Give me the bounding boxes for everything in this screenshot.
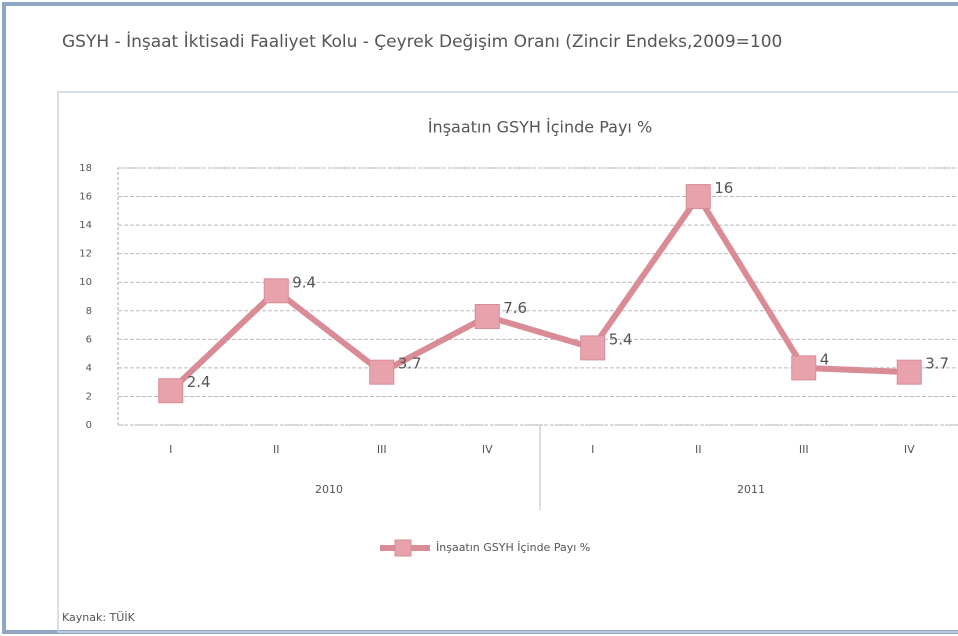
x-tick-label: III: [377, 443, 387, 456]
chart-title: İnşaatın GSYH İçinde Payı %: [428, 118, 652, 137]
point-marker: [896, 359, 922, 385]
legend-marker: [394, 539, 412, 557]
data-label: 2.4: [187, 373, 211, 391]
point-marker: [474, 303, 500, 329]
x-tick-label: I: [169, 443, 172, 456]
y-tick-label: 6: [86, 334, 92, 345]
x-tick-label: III: [799, 443, 809, 456]
x-group-label: 2010: [315, 483, 343, 496]
point-marker: [369, 359, 395, 385]
source: Kaynak: TÜİK: [62, 611, 136, 624]
series-line: [168, 191, 910, 393]
y-tick-label: 2: [86, 391, 92, 402]
data-label: 9.4: [292, 273, 316, 291]
y-tick-label: 8: [86, 306, 92, 317]
point-marker: [580, 335, 606, 361]
data-label: 16: [714, 179, 733, 197]
y-tick-label: 16: [79, 192, 92, 203]
legend-label: İnşaatın GSYH İçinde Payı %: [436, 541, 590, 554]
x-tick-label: I: [591, 443, 594, 456]
x-tick-label: II: [695, 443, 702, 456]
data-label: 3.7: [925, 355, 949, 373]
x-tick-label: IV: [904, 443, 915, 456]
point-marker: [263, 278, 289, 304]
chart-frame: [57, 91, 958, 633]
page-title: GSYH - İnşaat İktisadi Faaliyet Kolu - Ç…: [62, 31, 782, 52]
x-tick-label: II: [273, 443, 280, 456]
data-label: 7.6: [503, 299, 527, 317]
y-tick-label: 4: [86, 363, 92, 374]
data-label: 5.4: [609, 330, 633, 348]
y-tick-label: 18: [79, 163, 92, 174]
point-marker: [158, 378, 184, 404]
point-marker: [791, 355, 817, 381]
y-tick-label: 0: [86, 420, 92, 431]
data-label: 4: [820, 350, 830, 368]
x-tick-label: IV: [482, 443, 493, 456]
y-tick-label: 12: [79, 249, 92, 260]
data-label: 3.7: [398, 355, 422, 373]
point-marker: [685, 184, 711, 210]
x-group-label: 2011: [737, 483, 765, 496]
y-tick-label: 14: [79, 220, 92, 231]
y-tick-label: 10: [79, 277, 92, 288]
